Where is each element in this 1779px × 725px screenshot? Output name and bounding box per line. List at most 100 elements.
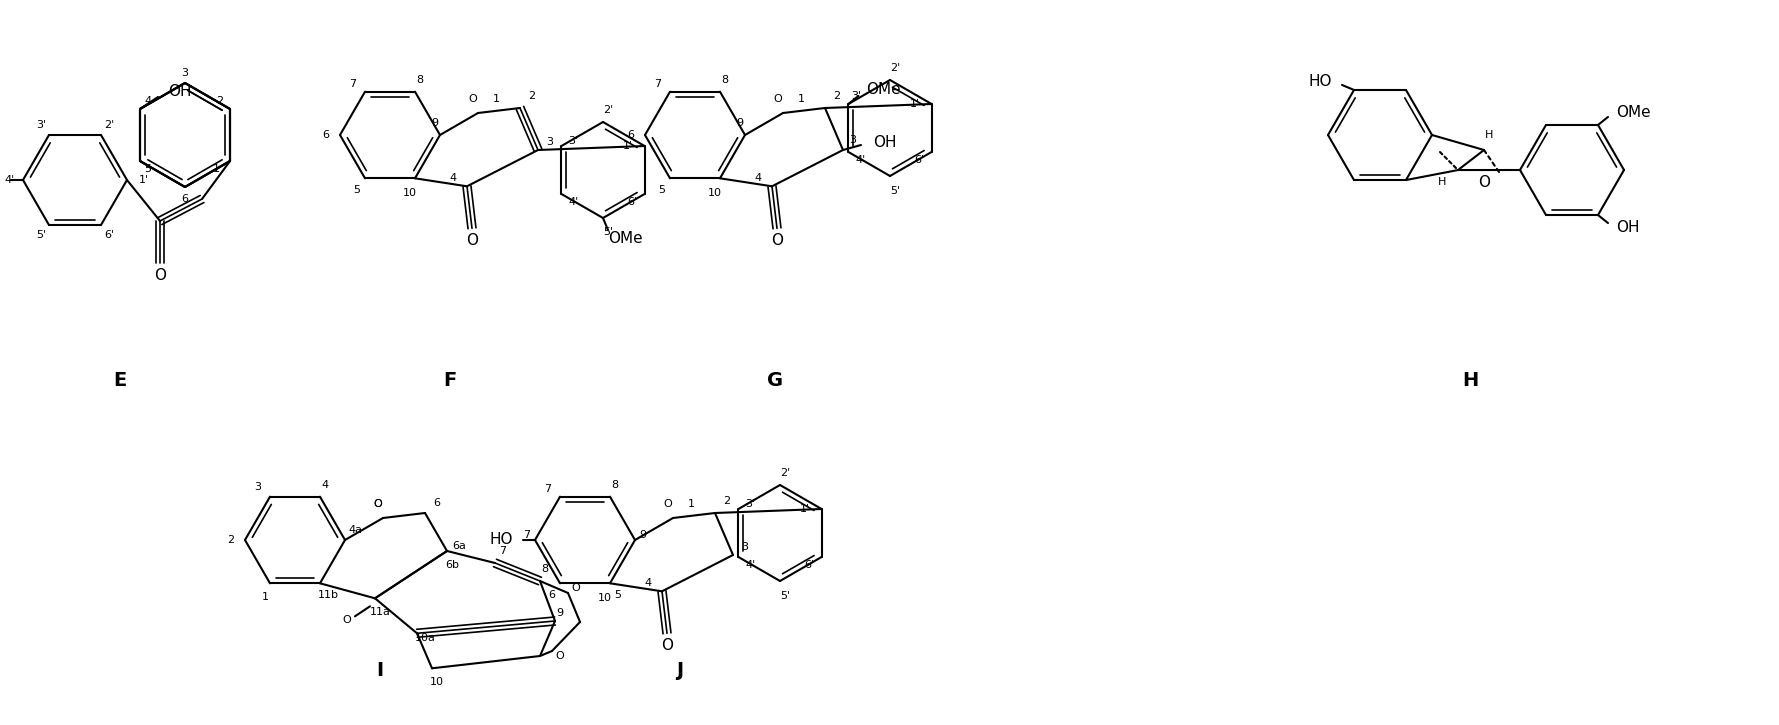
Text: 8: 8 [541, 564, 548, 574]
Text: 6b: 6b [445, 560, 459, 570]
Text: 5': 5' [779, 591, 790, 601]
Text: 3: 3 [742, 542, 749, 552]
Text: F: F [443, 370, 457, 389]
Text: 11b: 11b [317, 590, 338, 600]
Text: 9: 9 [737, 118, 744, 128]
Text: 2': 2' [779, 468, 790, 478]
Text: 6: 6 [181, 194, 189, 204]
Text: 2: 2 [217, 96, 224, 106]
Text: 2: 2 [228, 535, 235, 545]
Text: G: G [767, 370, 783, 389]
Text: 2: 2 [833, 91, 840, 101]
Text: 1: 1 [262, 592, 269, 602]
Text: O: O [664, 499, 672, 509]
Text: O: O [662, 638, 672, 652]
Text: H: H [1437, 177, 1446, 187]
Text: H: H [1485, 130, 1493, 140]
Text: 5: 5 [658, 186, 665, 195]
Text: 6': 6' [914, 155, 925, 165]
Text: OMe: OMe [608, 231, 642, 246]
Text: 2': 2' [103, 120, 114, 130]
Text: O: O [468, 94, 477, 104]
Text: 5': 5' [36, 230, 46, 240]
Text: O: O [343, 616, 352, 625]
Text: 4': 4' [5, 175, 14, 185]
Text: 4: 4 [144, 96, 151, 106]
Text: 6: 6 [322, 130, 329, 140]
Text: 4: 4 [450, 173, 457, 183]
Text: 3: 3 [181, 68, 189, 78]
Text: O: O [555, 651, 564, 661]
Text: O: O [466, 233, 479, 248]
Text: 4a: 4a [349, 525, 361, 535]
Text: I: I [377, 660, 384, 679]
Text: O: O [774, 94, 783, 104]
Text: 1': 1' [909, 99, 920, 109]
Text: 9: 9 [557, 608, 564, 618]
Text: 1: 1 [797, 94, 804, 104]
Text: 3': 3' [568, 136, 578, 146]
Text: 6: 6 [434, 498, 441, 508]
Text: 8: 8 [722, 75, 729, 85]
Text: 2: 2 [528, 91, 535, 101]
Text: 3': 3' [36, 120, 46, 130]
Text: 7: 7 [500, 546, 507, 556]
Text: 6': 6' [804, 560, 815, 570]
Text: 8: 8 [612, 480, 619, 489]
Text: 1': 1' [139, 175, 149, 185]
Text: 3: 3 [254, 481, 262, 492]
Text: J: J [676, 660, 683, 679]
Text: 5: 5 [614, 590, 621, 600]
Text: 6: 6 [548, 590, 555, 600]
Text: 10: 10 [431, 677, 445, 687]
Text: 4: 4 [322, 480, 329, 489]
Text: OMe: OMe [866, 81, 900, 96]
Text: 5: 5 [144, 164, 151, 174]
Text: 10: 10 [708, 188, 722, 199]
Text: H: H [1462, 370, 1478, 389]
Text: 4': 4' [856, 155, 866, 165]
Text: 4: 4 [754, 173, 761, 183]
Text: 3': 3' [852, 91, 861, 101]
Text: 5': 5' [890, 186, 900, 196]
Text: 6': 6' [103, 230, 114, 240]
Text: 4': 4' [568, 197, 578, 207]
Text: 9: 9 [432, 118, 439, 128]
Text: 2': 2' [890, 63, 900, 73]
Text: 6: 6 [628, 130, 635, 140]
Text: 7: 7 [523, 530, 530, 540]
Text: O: O [374, 499, 382, 509]
Text: 5': 5' [603, 227, 614, 237]
Text: OH: OH [1615, 220, 1640, 234]
Text: 7: 7 [349, 79, 356, 88]
Text: 4: 4 [644, 579, 651, 588]
Text: 1: 1 [213, 164, 221, 174]
Text: 8: 8 [416, 75, 423, 85]
Text: HO: HO [1309, 75, 1332, 89]
Text: 11a: 11a [370, 608, 390, 617]
Text: O: O [1478, 175, 1491, 189]
Text: 3': 3' [745, 499, 756, 509]
Text: 2': 2' [603, 105, 614, 115]
Text: 2: 2 [724, 496, 731, 506]
Text: 3: 3 [546, 137, 553, 147]
Text: 7: 7 [544, 484, 551, 494]
Text: 6': 6' [628, 197, 637, 207]
Text: 1': 1' [799, 504, 809, 514]
Text: 9: 9 [639, 530, 646, 540]
Text: O: O [155, 268, 165, 283]
Text: 7: 7 [655, 79, 662, 88]
Text: 1: 1 [493, 94, 500, 104]
Text: 10: 10 [598, 593, 612, 603]
Text: 10: 10 [404, 188, 416, 199]
Text: 1': 1' [623, 141, 633, 151]
Text: OH: OH [167, 83, 192, 99]
Text: O: O [374, 499, 382, 509]
Text: OH: OH [873, 135, 897, 149]
Text: OMe: OMe [1615, 105, 1651, 120]
Text: 3: 3 [850, 135, 856, 145]
Text: 10a: 10a [415, 634, 436, 643]
Text: 4': 4' [745, 560, 756, 570]
Text: 6a: 6a [452, 541, 466, 551]
Text: E: E [114, 370, 126, 389]
